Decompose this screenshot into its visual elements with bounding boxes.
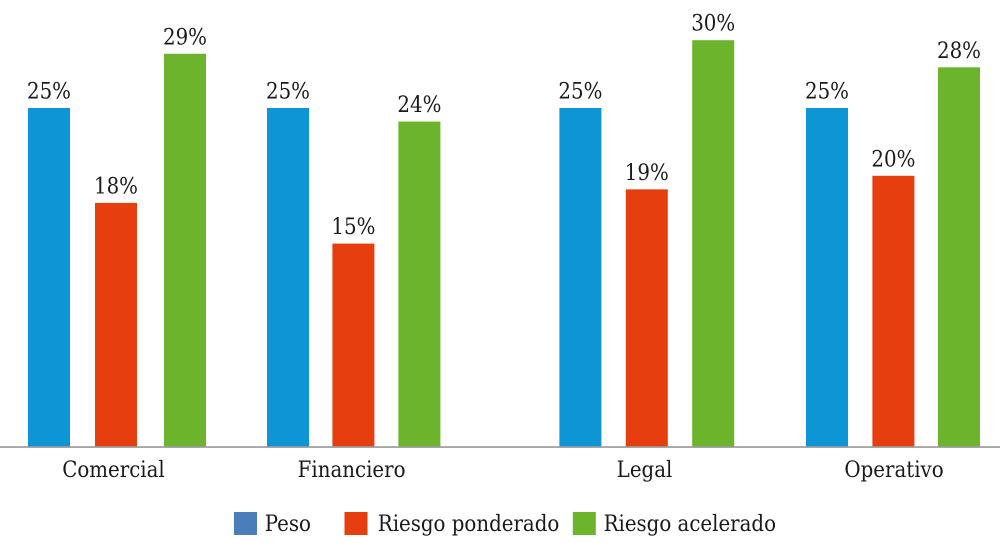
bar-riesgo-ponderado-comercial [95,202,137,447]
value-label: 30% [691,12,735,37]
bar-riesgo-acelerado-operativo [938,67,980,447]
x-axis-line [0,446,1000,448]
value-label: 28% [937,39,981,64]
legend-label-riesgo-acelerado: Riesgo acelerado [604,512,776,537]
value-label: 20% [871,147,915,172]
category-label-financiero: Financiero [298,458,406,483]
legend-swatch-riesgo-ponderado [344,512,368,535]
bar-peso-operativo [806,108,848,447]
bar-riesgo-ponderado-operativo [872,175,915,448]
legend-label-riesgo-ponderado: Riesgo ponderado [378,512,560,537]
value-label: 15% [331,215,375,240]
bar-peso-financiero [267,108,309,447]
bar-peso-comercial [28,108,70,447]
bar-riesgo-acelerado-financiero [398,121,441,447]
bar-peso-legal [559,108,602,447]
bar-riesgo-acelerado-legal [692,40,735,447]
legend-swatch-peso [234,512,257,535]
bar-riesgo-acelerado-comercial [164,53,206,447]
value-label: 25% [266,80,310,105]
value-label: 24% [397,93,441,118]
value-label: 18% [94,174,138,199]
value-label: 25% [558,80,602,105]
legend-swatch-riesgo-acelerado [572,512,596,535]
legend-label-peso: Peso [265,512,311,537]
value-label: 19% [625,161,669,186]
bar-riesgo-ponderado-legal [625,189,668,448]
bar-riesgo-ponderado-financiero [332,243,375,447]
value-label: 25% [27,80,71,105]
category-label-operativo: Operativo [844,458,943,483]
value-label: 29% [163,25,207,50]
value-label: 25% [805,80,849,105]
category-label-comercial: Comercial [62,458,165,483]
category-label-legal: Legal [617,458,673,483]
